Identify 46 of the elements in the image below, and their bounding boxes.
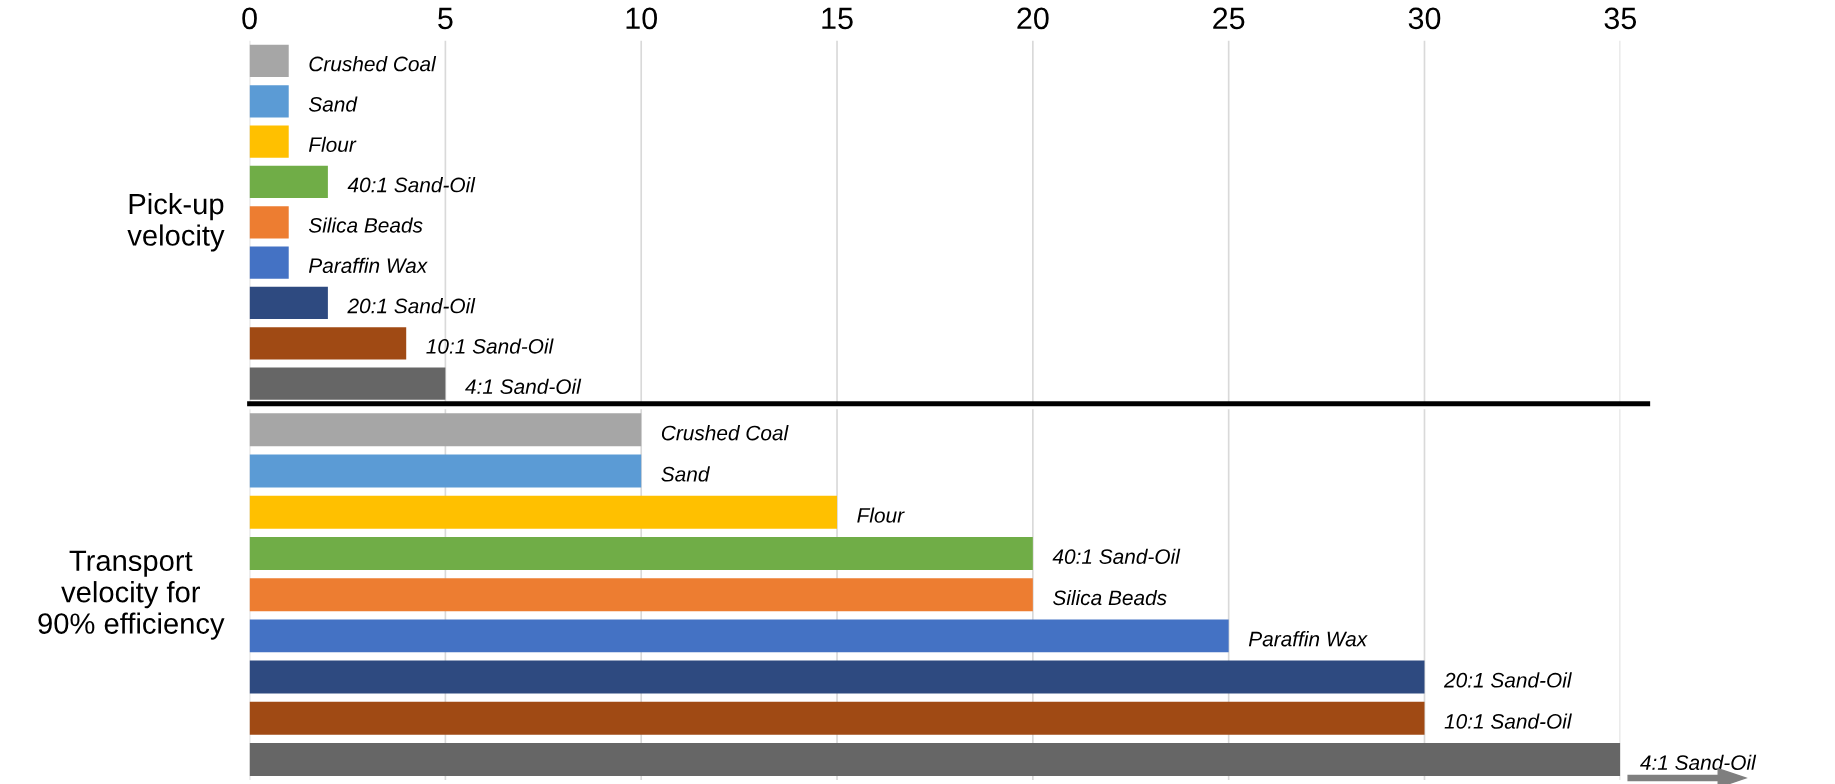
- x-tick-label: 10: [626, 7, 657, 30]
- bar: [249, 125, 289, 158]
- x-tick-label: 20: [1017, 7, 1049, 30]
- category-label: Crushed Coal: [309, 56, 437, 72]
- category-label: Crushed Coal: [661, 425, 789, 441]
- y-axis-title: Transport velocity for 90% efficiency: [38, 550, 225, 640]
- x-tick-label: 30: [1408, 7, 1441, 30]
- category-label: 40:1 Sand-Oil: [347, 177, 476, 193]
- bar: [249, 44, 289, 78]
- bar: [249, 286, 328, 320]
- bar: [249, 367, 446, 400]
- category-label: 4:1 Sand-Oil: [1640, 754, 1757, 771]
- bar: [249, 495, 838, 529]
- category-label: Sand: [661, 466, 710, 482]
- x-tick-label: 5: [438, 7, 453, 30]
- category-label: 20:1 Sand-Oil: [1443, 672, 1572, 688]
- category-label: Paraffin Wax: [1248, 631, 1368, 647]
- category-label: Flour: [308, 136, 357, 153]
- bar: [249, 327, 407, 360]
- category-label: Silica Beads: [1053, 589, 1167, 606]
- bar: [249, 246, 289, 279]
- bar: [249, 660, 1425, 694]
- category-label: 20:1 Sand-Oil: [347, 298, 476, 314]
- bar: [249, 206, 289, 239]
- bar: [249, 578, 1033, 612]
- x-tick-label: 15: [822, 7, 853, 30]
- bar: [249, 619, 1229, 653]
- category-label: 10:1 Sand-Oil: [426, 338, 554, 354]
- x-tick-label: 0: [242, 7, 257, 30]
- x-tick-label: 25: [1213, 7, 1245, 30]
- category-label: 40:1 Sand-Oil: [1052, 548, 1181, 565]
- bar: [249, 701, 1425, 735]
- bar: [249, 85, 289, 118]
- category-label: Paraffin Wax: [308, 257, 428, 274]
- category-label: 4:1 Sand-Oil: [465, 378, 582, 395]
- bar: [249, 413, 642, 447]
- bar: [249, 743, 1621, 776]
- category-label: Flour: [857, 507, 905, 523]
- bar: [249, 165, 328, 199]
- category-label: 10:1 Sand-Oil: [1444, 713, 1572, 729]
- bar: [249, 454, 642, 488]
- x-tick-label: 35: [1604, 7, 1637, 30]
- category-label: Silica Beads: [308, 217, 423, 233]
- bar: [249, 536, 1033, 570]
- category-label: Sand: [308, 96, 358, 112]
- y-axis-title: Pick-up velocity: [127, 192, 225, 252]
